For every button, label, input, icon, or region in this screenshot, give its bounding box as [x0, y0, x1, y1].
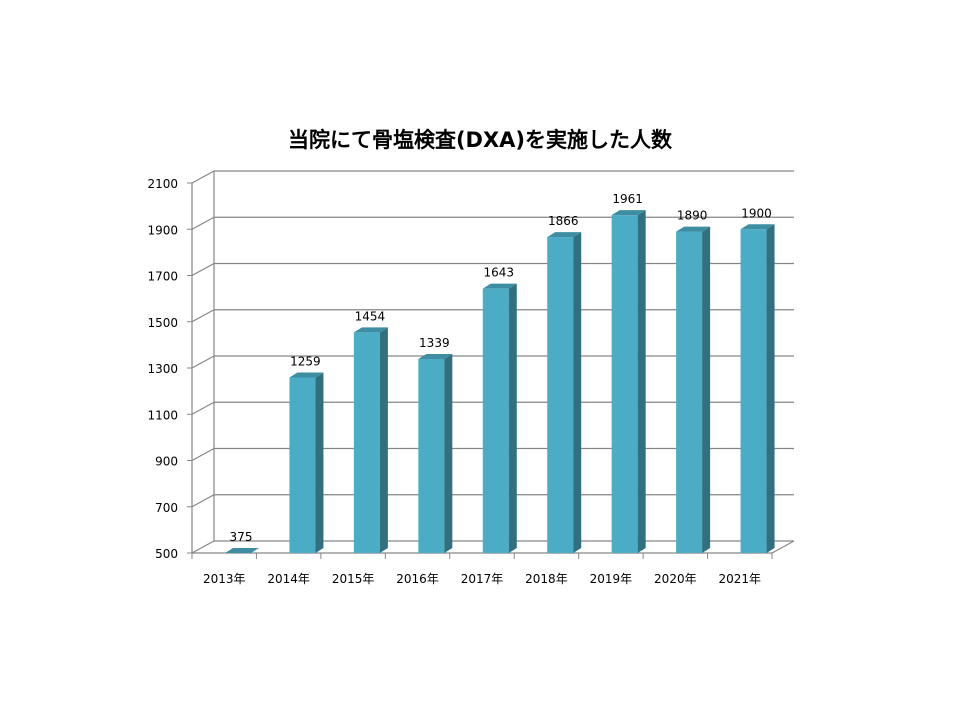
y-tick-label: 1500: [147, 316, 178, 330]
gridline-connector: [191, 494, 215, 508]
bar: [418, 358, 445, 553]
y-tick-label: 1300: [147, 362, 178, 376]
y-tick-label: 2100: [147, 177, 178, 191]
x-tick-label: 2014年: [267, 572, 310, 586]
x-tick-label: 2020年: [654, 572, 697, 586]
data-label: 1900: [741, 206, 772, 220]
bar-top: [740, 224, 775, 230]
bar-side: [508, 283, 517, 553]
y-tick-label: 1700: [147, 270, 178, 284]
data-label: 1454: [355, 309, 386, 323]
x-tick-label: 2021年: [719, 572, 762, 586]
x-tick-label: 2017年: [461, 572, 504, 586]
bar-side: [315, 372, 324, 553]
gridline-connector: [191, 216, 215, 230]
data-label: 1259: [290, 354, 321, 368]
bar: [740, 229, 767, 553]
data-label: 1339: [419, 336, 450, 350]
bar: [611, 215, 638, 554]
gridline-connector: [191, 540, 215, 554]
bar-side: [637, 210, 646, 554]
y-tick-label: 500: [155, 547, 178, 561]
y-tick-label: 1900: [147, 223, 178, 237]
bar-top: [611, 210, 646, 216]
x-tick-label: 2016年: [396, 572, 439, 586]
gridline-connector: [191, 401, 215, 415]
floor-edge: [771, 540, 795, 554]
gridline-connector: [191, 262, 215, 277]
gridline-connector: [191, 447, 215, 462]
bar: [547, 237, 574, 554]
bar-top: [353, 327, 388, 333]
x-tick-label: 2015年: [332, 572, 375, 586]
bar-top: [418, 353, 453, 359]
x-tick-label: 2019年: [590, 572, 633, 586]
bar-top: [225, 548, 259, 553]
data-label: 1890: [677, 209, 708, 223]
bar-side: [702, 226, 711, 553]
data-label: 375: [230, 530, 253, 544]
bar: [482, 288, 509, 553]
gridline-connector: [191, 355, 215, 369]
gridline-connector: [191, 170, 215, 184]
bar-side: [573, 232, 582, 554]
chart-title: 当院にて骨塩検査(DXA)を実施した人数: [287, 128, 673, 152]
data-label: 1643: [484, 266, 515, 280]
y-tick-label: 1100: [147, 408, 178, 422]
bar-top: [482, 283, 517, 289]
gridline-connector: [191, 309, 215, 323]
bar-side: [766, 224, 775, 553]
bar: [353, 332, 380, 553]
bar-side: [444, 353, 453, 553]
bar-top: [289, 372, 324, 378]
bar-top: [676, 226, 711, 232]
data-label: 1961: [612, 192, 643, 206]
x-tick-label: 2018年: [525, 572, 568, 586]
y-tick-label: 900: [155, 455, 178, 469]
bar-top: [547, 232, 582, 238]
bar-side: [379, 327, 388, 553]
y-tick-label: 700: [155, 501, 178, 515]
x-tick-label: 2013年: [203, 572, 246, 586]
bar: [289, 377, 316, 553]
data-label: 1866: [548, 214, 579, 228]
bar: [676, 231, 703, 553]
